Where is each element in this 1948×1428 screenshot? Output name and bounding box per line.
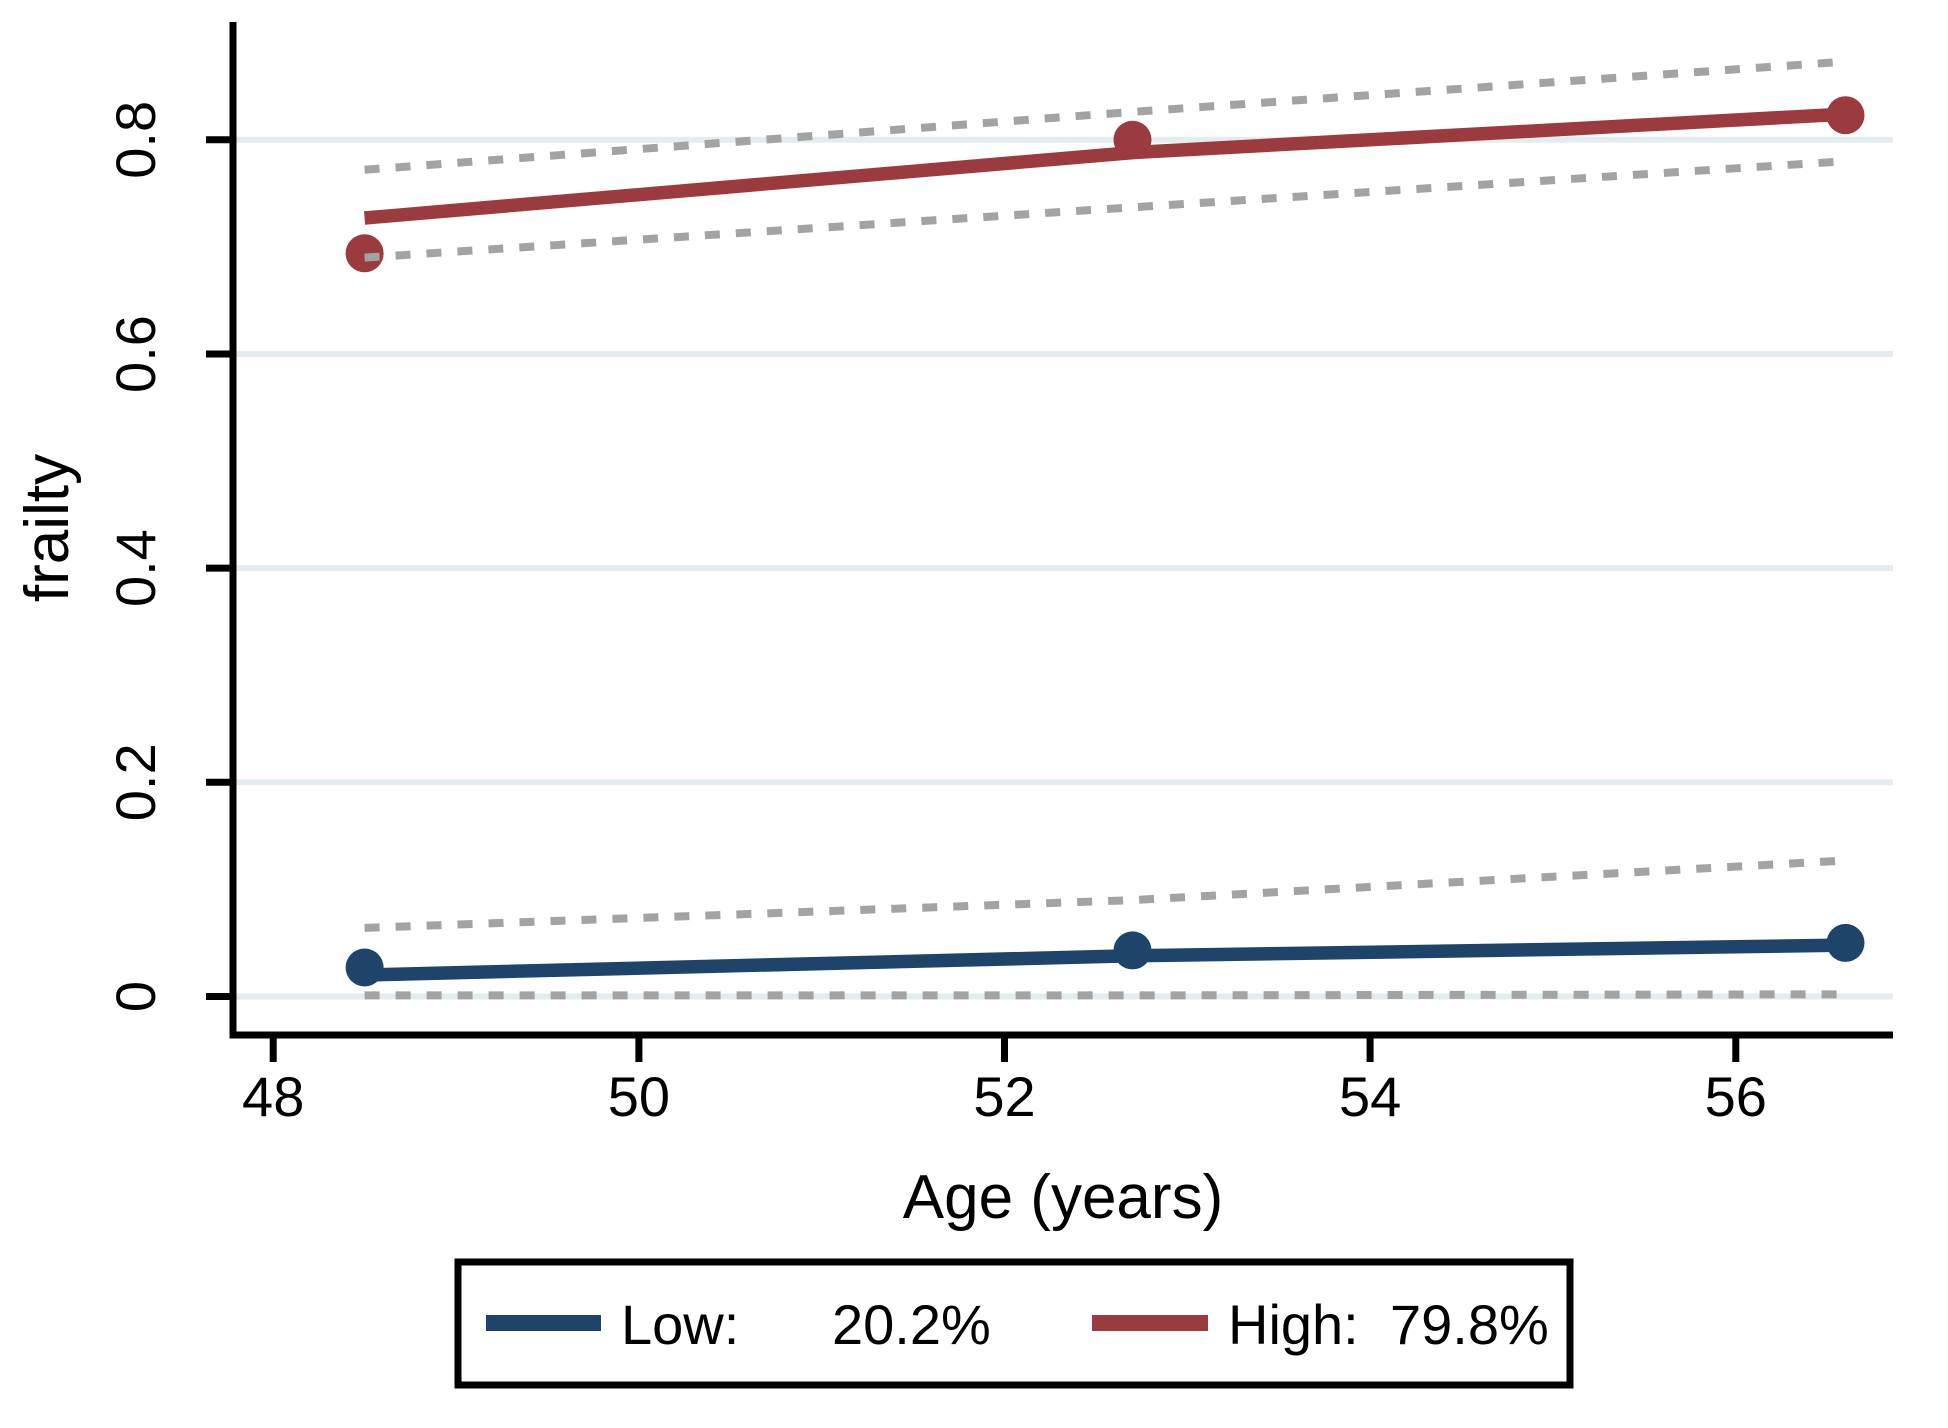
x-axis-title: Age (years) <box>903 1163 1223 1232</box>
low-ci-lower <box>364 990 1846 1000</box>
high-marker-2 <box>1826 96 1865 135</box>
low-marker-2 <box>1826 923 1865 962</box>
low-marker-1 <box>1113 931 1152 970</box>
high-trajectory-line <box>364 107 1846 225</box>
plot-area: 0 0.2 0.4 0.6 0.8 48 50 52 54 56 <box>104 22 1893 1128</box>
high-ci-lower <box>364 157 1846 262</box>
x-tick-label-54: 54 <box>1339 1065 1401 1128</box>
low-ci-upper <box>364 856 1846 932</box>
y-tick-label-0.4: 0.4 <box>104 529 167 607</box>
legend-frame <box>454 1258 1574 1389</box>
x-tick-label-56: 56 <box>1705 1065 1767 1128</box>
x-tick-label-50: 50 <box>608 1065 670 1128</box>
low-marker-0 <box>345 948 384 987</box>
high-marker-1 <box>1113 120 1152 159</box>
y-tick-label-0.8: 0.8 <box>104 101 167 179</box>
legend-label-high: High: <box>1228 1293 1359 1356</box>
legend: Low: 20.2% High: 79.8% <box>454 1258 1574 1389</box>
low-trajectory-line <box>364 938 1846 982</box>
high-ci-upper <box>364 57 1846 174</box>
high-marker-0 <box>345 234 384 273</box>
legend-value-high: 79.8% <box>1390 1293 1549 1356</box>
x-tick-label-48: 48 <box>242 1065 304 1128</box>
y-axis-title: frailty <box>13 454 82 602</box>
y-tick-label-0: 0 <box>104 981 167 1012</box>
y-tick-label-0.6: 0.6 <box>104 315 167 393</box>
legend-label-low: Low: <box>621 1293 739 1356</box>
y-tick-label-0.2: 0.2 <box>104 743 167 821</box>
legend-value-low: 20.2% <box>832 1293 991 1356</box>
x-tick-label-52: 52 <box>973 1065 1035 1128</box>
